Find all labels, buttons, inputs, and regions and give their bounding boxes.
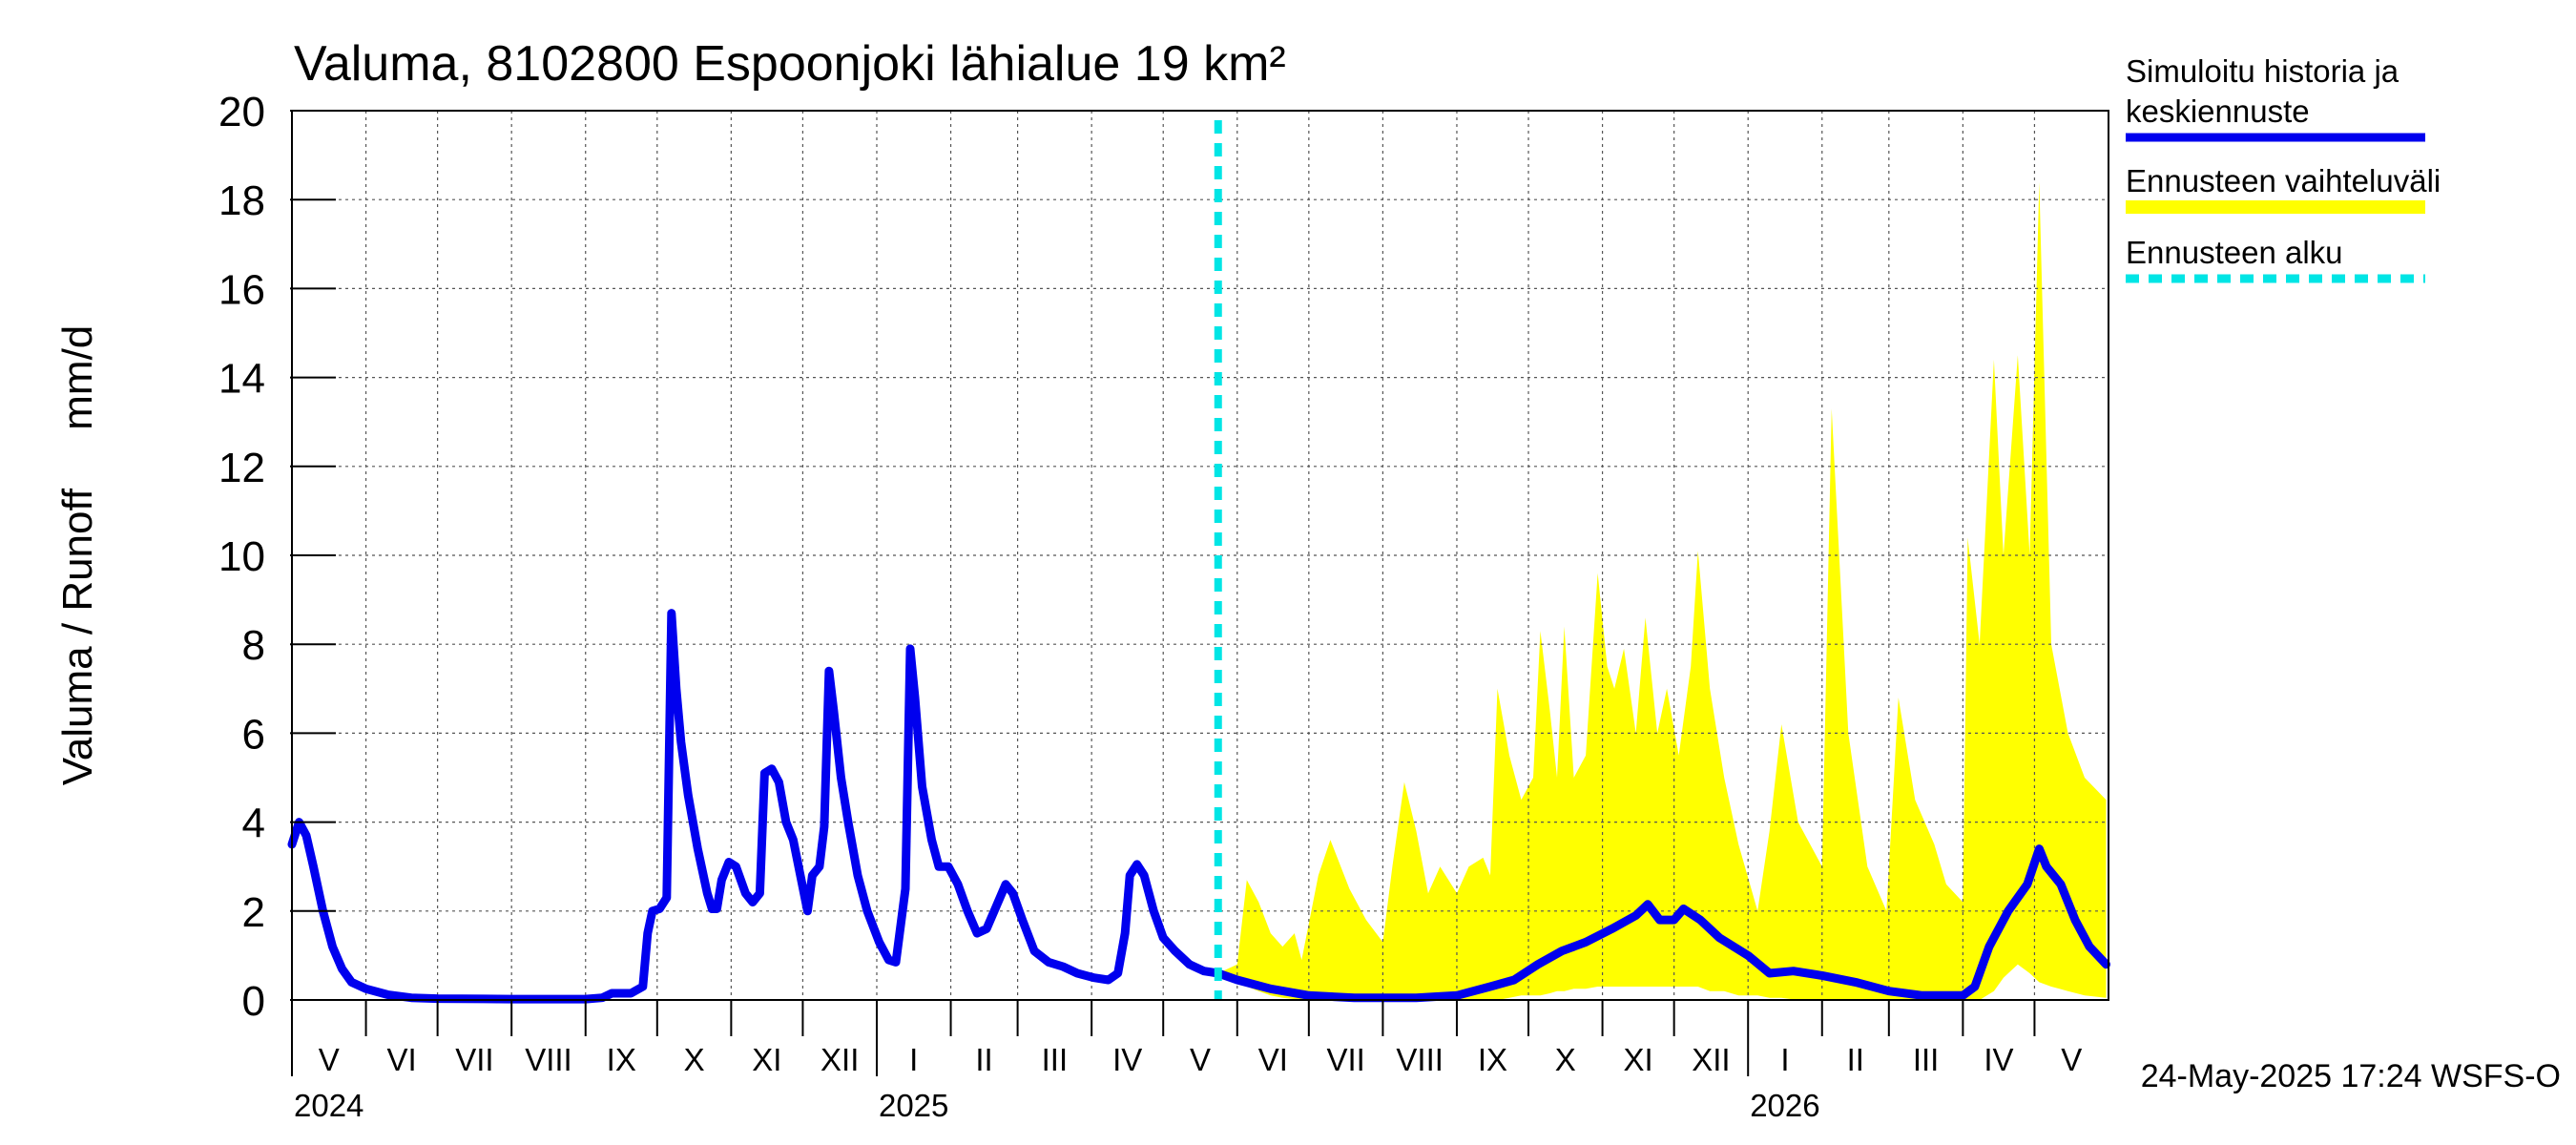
y-tick-label: 14 (218, 356, 265, 403)
chart-title: Valuma, 8102800 Espoonjoki lähialue 19 k… (294, 36, 1286, 92)
forecast-range-layer (1217, 181, 2107, 1001)
y-tick-label: 16 (218, 266, 265, 313)
legend-label-forecast-start: Ennusteen alku (2126, 235, 2343, 270)
series-layer (287, 609, 2110, 1004)
y-axis-label: Valuma / Runoff mm/d (54, 325, 101, 786)
legend-label-range: Ennusteen vaihteluväli (2126, 163, 2441, 198)
x-month-label: XII (1692, 1042, 1730, 1077)
x-month-label: XI (752, 1042, 781, 1077)
x-month-label: XI (1624, 1042, 1653, 1077)
x-month-label: V (319, 1042, 340, 1077)
x-month-label: V (2061, 1042, 2082, 1077)
x-month-label: VII (1326, 1042, 1364, 1077)
y-tick-label: 4 (242, 801, 265, 847)
x-month-label: X (1555, 1042, 1576, 1077)
x-month-label: I (1780, 1042, 1789, 1077)
x-month-label: IX (607, 1042, 636, 1077)
x-month-label: V (1190, 1042, 1211, 1077)
x-month-label: X (684, 1042, 705, 1077)
x-year-label: 2025 (879, 1088, 948, 1123)
y-tick-label: 2 (242, 889, 265, 936)
y-tick-label: 0 (242, 978, 265, 1025)
x-month-label: VI (386, 1042, 416, 1077)
x-month-label: VIII (525, 1042, 572, 1077)
x-month-label: III (1042, 1042, 1069, 1077)
y-tick-label: 8 (242, 622, 265, 669)
x-month-label: IV (1112, 1042, 1142, 1077)
y-tick-label: 18 (218, 177, 265, 224)
series-line-simulated (287, 609, 2110, 1004)
x-month-label: VI (1258, 1042, 1288, 1077)
y-tick-label: 12 (218, 445, 265, 491)
x-month-label: VII (455, 1042, 493, 1077)
grid-layer (292, 111, 2109, 1000)
x-month-label: XII (821, 1042, 859, 1077)
x-year-label: 2024 (294, 1088, 364, 1123)
y-tick-label: 20 (218, 89, 265, 135)
x-month-label: VIII (1396, 1042, 1444, 1077)
legend-label-simulated-line2: keskiennuste (2126, 94, 2310, 129)
x-month-label: II (975, 1042, 992, 1077)
plot-area (287, 110, 2110, 1004)
x-month-label: III (1913, 1042, 1940, 1077)
x-month-label: I (909, 1042, 918, 1077)
x-year-label: 2026 (1750, 1088, 1819, 1123)
x-month-label: IX (1478, 1042, 1507, 1077)
legend-label-simulated: Simuloitu historia ja (2126, 53, 2399, 89)
x-month-label: II (1847, 1042, 1864, 1077)
x-month-label: IV (1984, 1042, 2013, 1077)
forecast-range-band (1217, 181, 2107, 1001)
y-tick-label: 6 (242, 711, 265, 758)
legend: Simuloitu historia ja keskiennuste Ennus… (2126, 53, 2441, 283)
footer-timestamp: 24-May-2025 17:24 WSFS-O (2141, 1058, 2561, 1094)
y-tick-label: 10 (218, 533, 265, 580)
